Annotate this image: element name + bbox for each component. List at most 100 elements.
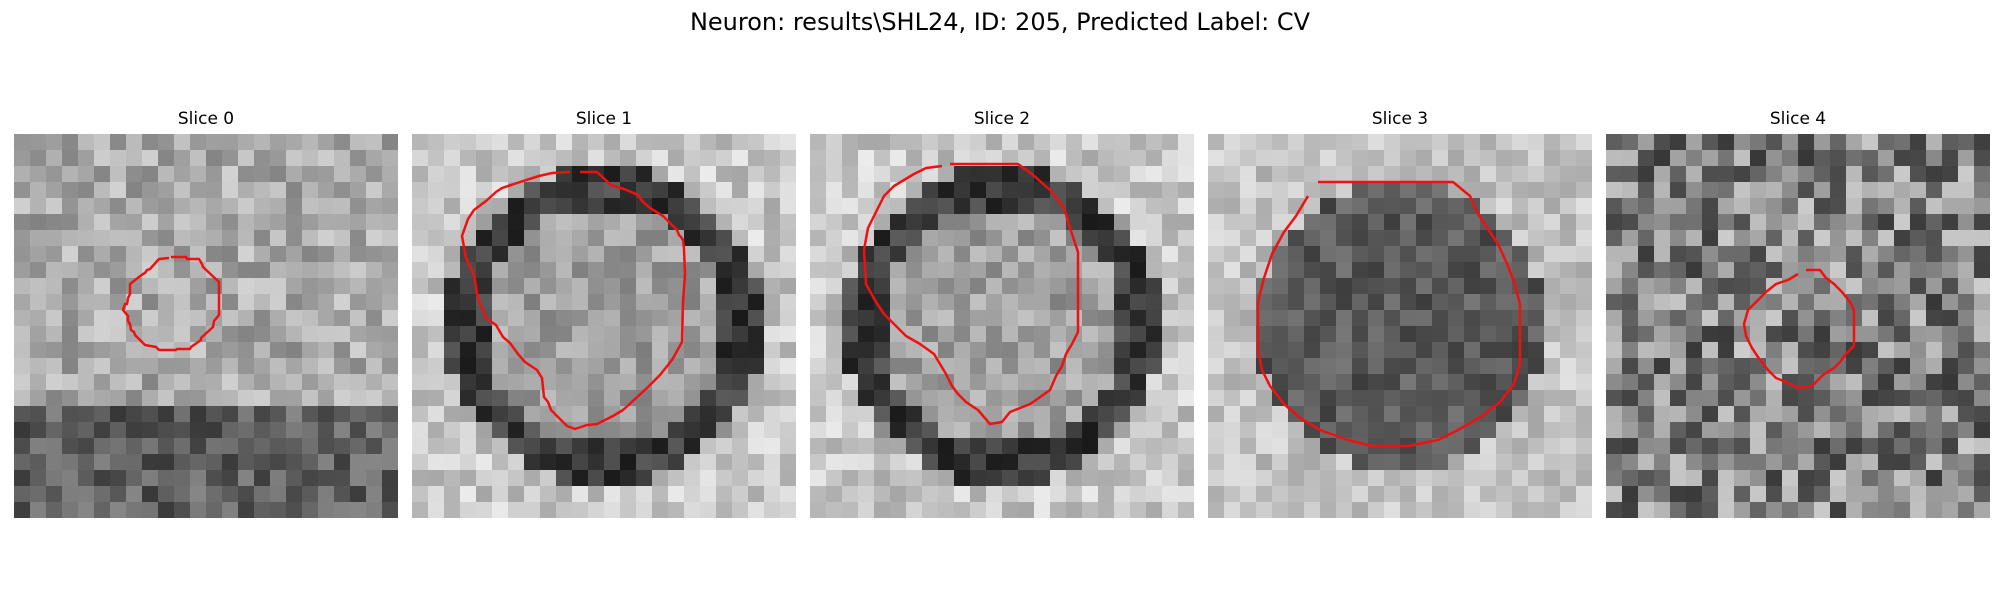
pixel bbox=[238, 262, 254, 278]
pixel bbox=[1416, 214, 1432, 230]
pixel bbox=[1224, 198, 1240, 214]
pixel bbox=[270, 198, 286, 214]
pixel bbox=[684, 422, 700, 438]
pixel bbox=[572, 198, 588, 214]
pixel bbox=[142, 438, 158, 454]
pixel bbox=[110, 182, 126, 198]
pixel bbox=[94, 470, 110, 486]
pixel bbox=[1894, 214, 1910, 230]
pixel bbox=[334, 502, 350, 518]
pixel bbox=[1320, 294, 1336, 310]
pixel bbox=[1894, 246, 1910, 262]
pixel bbox=[826, 406, 842, 422]
pixel bbox=[14, 390, 30, 406]
pixel bbox=[30, 294, 46, 310]
pixel bbox=[476, 486, 492, 502]
pixel bbox=[1416, 166, 1432, 182]
pixel bbox=[810, 246, 826, 262]
pixel bbox=[302, 390, 318, 406]
pixel bbox=[302, 278, 318, 294]
pixel bbox=[412, 230, 428, 246]
pixel bbox=[460, 278, 476, 294]
pixel bbox=[412, 406, 428, 422]
pixel bbox=[890, 198, 906, 214]
pixel bbox=[1846, 454, 1862, 470]
pixel bbox=[1114, 182, 1130, 198]
pixel bbox=[524, 502, 540, 518]
pixel bbox=[1224, 166, 1240, 182]
pixel bbox=[1336, 342, 1352, 358]
pixel bbox=[556, 486, 572, 502]
pixel bbox=[1208, 182, 1224, 198]
pixel bbox=[1208, 310, 1224, 326]
pixel bbox=[1050, 230, 1066, 246]
pixel bbox=[524, 198, 540, 214]
pixel bbox=[254, 150, 270, 166]
pixel bbox=[684, 166, 700, 182]
pixel bbox=[254, 374, 270, 390]
pixel bbox=[1432, 230, 1448, 246]
pixel bbox=[158, 150, 174, 166]
pixel bbox=[14, 326, 30, 342]
pixel bbox=[874, 342, 890, 358]
pixel bbox=[1336, 454, 1352, 470]
pixel bbox=[1606, 486, 1622, 502]
pixel bbox=[652, 406, 668, 422]
pixel bbox=[970, 406, 986, 422]
pixel bbox=[1910, 166, 1926, 182]
pixel bbox=[1606, 150, 1622, 166]
pixel bbox=[748, 326, 764, 342]
pixel bbox=[1606, 470, 1622, 486]
pixel bbox=[1702, 358, 1718, 374]
pixel bbox=[78, 310, 94, 326]
pixel bbox=[78, 150, 94, 166]
pixel bbox=[986, 278, 1002, 294]
pixel bbox=[1528, 294, 1544, 310]
pixel bbox=[1130, 310, 1146, 326]
pixel bbox=[668, 246, 684, 262]
pixel bbox=[1320, 230, 1336, 246]
pixel bbox=[954, 342, 970, 358]
pixel bbox=[732, 358, 748, 374]
pixel bbox=[1734, 358, 1750, 374]
pixel bbox=[222, 342, 238, 358]
pixel bbox=[78, 406, 94, 422]
pixel bbox=[428, 166, 444, 182]
pixel bbox=[302, 342, 318, 358]
pixel bbox=[1336, 278, 1352, 294]
pixel bbox=[286, 134, 302, 150]
pixel bbox=[716, 246, 732, 262]
pixel bbox=[684, 470, 700, 486]
pixel bbox=[62, 358, 78, 374]
pixel bbox=[636, 486, 652, 502]
pixel bbox=[922, 390, 938, 406]
pixel bbox=[1718, 182, 1734, 198]
pixel bbox=[1862, 454, 1878, 470]
pixel bbox=[1528, 406, 1544, 422]
pixel bbox=[1718, 214, 1734, 230]
pixel bbox=[700, 326, 716, 342]
pixel bbox=[158, 262, 174, 278]
pixel bbox=[444, 166, 460, 182]
pixel bbox=[986, 454, 1002, 470]
pixel bbox=[1622, 134, 1638, 150]
pixel bbox=[1384, 406, 1400, 422]
pixel bbox=[1814, 246, 1830, 262]
pixel bbox=[1926, 214, 1942, 230]
slice-panel-4: Slice 4 bbox=[1606, 108, 1990, 518]
pixel bbox=[508, 470, 524, 486]
pixel bbox=[970, 454, 986, 470]
pixel bbox=[94, 374, 110, 390]
pixel bbox=[110, 278, 126, 294]
pixel bbox=[1432, 486, 1448, 502]
pixel bbox=[318, 262, 334, 278]
pixel bbox=[1528, 422, 1544, 438]
pixel bbox=[1304, 502, 1320, 518]
pixel bbox=[1018, 358, 1034, 374]
pixel bbox=[1464, 134, 1480, 150]
pixel bbox=[1146, 230, 1162, 246]
pixel bbox=[890, 262, 906, 278]
pixel bbox=[1496, 182, 1512, 198]
pixel bbox=[78, 246, 94, 262]
pixel bbox=[238, 374, 254, 390]
